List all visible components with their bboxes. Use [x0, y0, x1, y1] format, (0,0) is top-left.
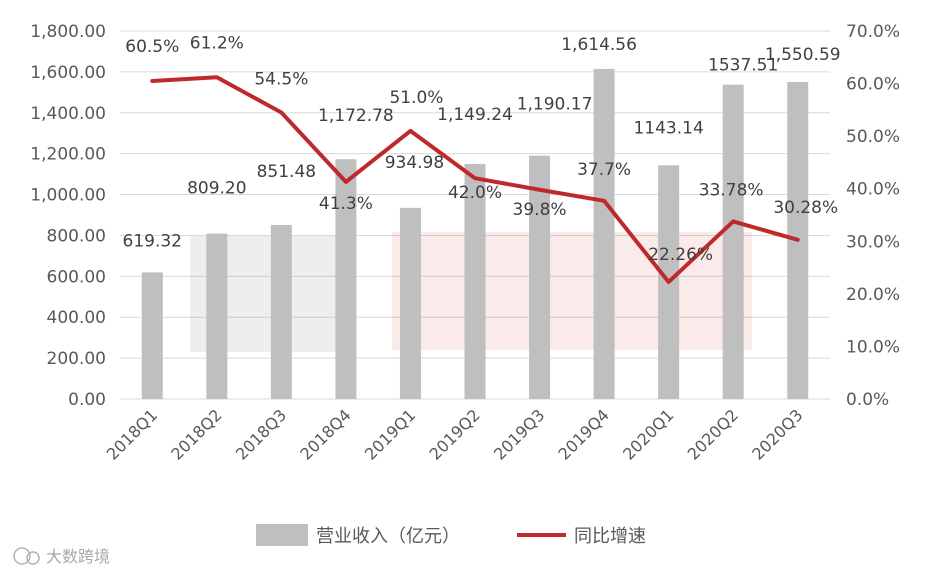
revenue-bar	[529, 155, 551, 399]
bar-data-label: 1,149.24	[437, 105, 513, 125]
bar-data-label: 1,614.56	[561, 35, 637, 55]
bar-data-label: 1143.14	[633, 118, 703, 138]
y-right-tick: 60.0%	[846, 75, 900, 95]
line-data-label: 37.7%	[577, 160, 631, 180]
legend-line-label: 同比增速	[574, 526, 646, 547]
y-axis-right: 0.0% 10.0% 20.0% 30.0% 40.0% 50.0% 60.0% 70.0%	[846, 22, 900, 410]
line-series	[150, 75, 800, 284]
y-right-tick: 40.0%	[846, 180, 900, 200]
x-tick-label: 2020Q2	[684, 405, 742, 463]
x-tick-label: 2018Q3	[232, 405, 290, 463]
x-tick-label: 2019Q2	[425, 405, 483, 463]
revenue-bar	[593, 68, 615, 400]
legend: 营业收入（亿元） 同比增速	[256, 524, 646, 547]
y-left-tick: 400.00	[47, 308, 106, 328]
line-data-label: 22.26%	[648, 245, 713, 265]
growth-line	[150, 75, 800, 284]
bar-data-label: 934.98	[385, 153, 444, 173]
revenue-bar	[722, 84, 744, 400]
bar-series	[141, 68, 809, 400]
line-data-label: 30.28%	[773, 198, 838, 218]
line-data-label: 61.2%	[190, 33, 244, 53]
revenue-bar	[270, 224, 292, 399]
y-right-tick: 70.0%	[846, 22, 900, 42]
wechat-icon	[13, 547, 31, 565]
line-data-label: 42.0%	[448, 183, 502, 203]
bar-data-label: 851.48	[257, 162, 316, 182]
x-tick-label: 2019Q3	[490, 405, 548, 463]
y-left-tick: 0.00	[68, 390, 106, 410]
bar-data-label: 1,172.78	[318, 106, 394, 126]
line-data-label: 60.5%	[125, 37, 179, 57]
y-right-tick: 50.0%	[846, 127, 900, 147]
line-data-label: 33.78%	[699, 180, 764, 200]
bar-data-label: 1,550.59	[765, 45, 841, 65]
revenue-bar	[206, 233, 228, 399]
y-left-tick: 1,800.00	[30, 22, 106, 42]
data-labels: 619.32 809.20 851.48 1,172.78 934.98 1,149.24…	[123, 33, 841, 265]
legend-bar-swatch	[256, 524, 308, 546]
x-axis: 2018Q1 2018Q2 2018Q3 2018Q4 2019Q1 2019Q2 2019…	[103, 405, 807, 463]
bar-data-label: 1,190.17	[517, 95, 593, 115]
line-data-label: 41.3%	[319, 194, 373, 214]
y-left-tick: 800.00	[47, 226, 106, 246]
y-left-tick: 1,000.00	[30, 186, 106, 206]
legend-bar-label: 营业收入（亿元）	[316, 526, 460, 547]
y-left-tick: 1,200.00	[30, 145, 106, 165]
x-tick-label: 2020Q3	[748, 405, 806, 463]
bar-data-label: 809.20	[187, 179, 246, 199]
line-data-label: 54.5%	[254, 69, 308, 89]
source-watermark: 大数跨境	[13, 547, 110, 566]
y-right-tick: 0.0%	[846, 390, 889, 410]
y-left-tick: 1,600.00	[30, 63, 106, 83]
line-data-label: 39.8%	[513, 200, 567, 220]
x-tick-label: 2018Q1	[103, 405, 161, 463]
revenue-bar	[464, 164, 486, 399]
x-tick-label: 2019Q4	[555, 405, 613, 463]
line-data-label: 51.0%	[389, 88, 443, 108]
y-left-tick: 200.00	[47, 349, 106, 369]
bar-data-label: 1537.51	[708, 56, 778, 76]
x-tick-label: 2018Q2	[167, 405, 225, 463]
revenue-bar	[141, 272, 163, 399]
y-left-tick: 1,400.00	[30, 104, 106, 124]
revenue-bar	[335, 159, 357, 399]
y-right-tick: 20.0%	[846, 285, 900, 305]
x-tick-label: 2018Q4	[296, 405, 354, 463]
revenue-bar	[399, 207, 421, 399]
y-right-tick: 30.0%	[846, 232, 900, 252]
y-left-tick: 600.00	[47, 267, 106, 287]
x-tick-label: 2020Q1	[619, 405, 677, 463]
bar-data-label: 619.32	[123, 231, 182, 251]
y-right-tick: 10.0%	[846, 337, 900, 357]
source-watermark-text: 大数跨境	[46, 547, 110, 566]
y-axis-left: 0.00 200.00 400.00 600.00 800.00 1,000.00 1,20…	[30, 22, 106, 410]
x-tick-label: 2019Q1	[361, 405, 419, 463]
